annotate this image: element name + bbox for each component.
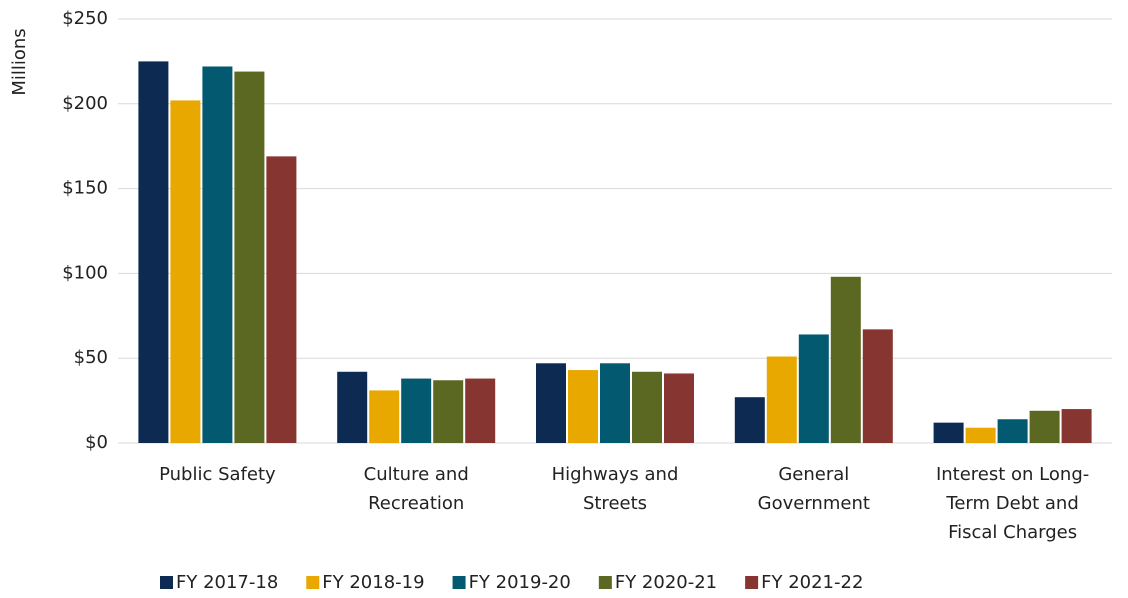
y-tick-label: $0 xyxy=(85,432,108,453)
legend-label: FY 2017-18 xyxy=(176,572,278,593)
bar xyxy=(266,156,297,443)
bar xyxy=(632,371,662,443)
bar xyxy=(965,427,996,443)
legend-swatch xyxy=(160,576,173,589)
bar xyxy=(568,370,598,443)
legend-swatch xyxy=(598,576,612,589)
bar xyxy=(401,378,432,443)
bar xyxy=(830,276,861,443)
bar xyxy=(138,61,169,444)
x-tick-label: General Government xyxy=(758,464,870,514)
bar xyxy=(170,100,201,444)
bar xyxy=(234,71,265,444)
bar xyxy=(465,378,496,443)
x-tick-label: Highways and Streets xyxy=(552,464,679,514)
legend-swatch xyxy=(452,576,466,589)
bar xyxy=(536,363,566,443)
y-tick-label: $150 xyxy=(62,178,108,199)
bar xyxy=(766,356,797,443)
legend-swatch xyxy=(306,576,320,589)
bar xyxy=(862,329,893,443)
y-tick-label: $100 xyxy=(62,262,108,283)
bar xyxy=(337,371,368,443)
bar xyxy=(1061,409,1092,443)
legend-label: FY 2018-19 xyxy=(322,572,424,593)
bar xyxy=(997,419,1028,443)
bar xyxy=(600,363,630,443)
legend-label: FY 2021-22 xyxy=(761,572,863,593)
bar xyxy=(734,397,765,443)
y-tick-label: $200 xyxy=(62,93,108,114)
y-tick-label: $50 xyxy=(74,347,108,368)
bar xyxy=(369,390,400,443)
bar xyxy=(933,422,964,443)
bar xyxy=(664,373,694,443)
legend-swatch xyxy=(745,576,759,589)
y-tick-label: $250 xyxy=(62,8,108,29)
bar xyxy=(798,334,829,443)
bar xyxy=(202,66,233,443)
x-tick-label: Interest on Long-Term Debt and Fiscal Cha… xyxy=(936,464,1089,543)
bar xyxy=(1029,410,1060,443)
bar xyxy=(433,380,464,443)
x-tick-label: Public Safety xyxy=(159,464,276,485)
legend-label: FY 2019-20 xyxy=(469,572,571,593)
y-axis-label: Millions xyxy=(9,28,30,95)
legend-label: FY 2020-21 xyxy=(615,572,717,593)
x-tick-label: Culture and Recreation xyxy=(364,464,469,514)
